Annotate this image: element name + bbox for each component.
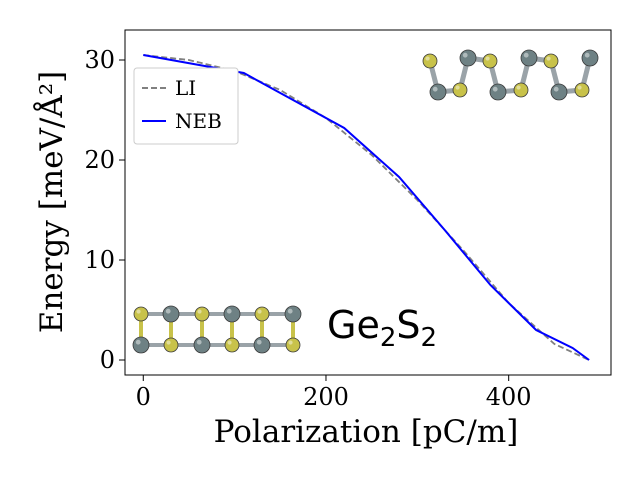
legend-neb-label: NEB	[175, 109, 222, 133]
x-axis-label: Polarization [pC/m]	[214, 414, 519, 450]
s-atom-highlight	[516, 85, 521, 90]
s-atom-highlight	[425, 56, 430, 61]
s-atom-highlight	[257, 309, 262, 314]
s-atom-highlight	[455, 85, 460, 90]
ge-atom-highlight	[256, 339, 262, 345]
ge-atom-highlight	[226, 308, 232, 314]
s-atom-highlight	[136, 309, 141, 314]
s-atom	[194, 306, 210, 322]
s-atom	[574, 82, 590, 98]
y-axis-label: Energy [meV/Å²]	[32, 71, 70, 334]
s-atom	[254, 306, 270, 322]
s-atom	[224, 337, 240, 353]
ge-atom	[581, 49, 599, 67]
y-axis-ticks: 0 10 20 30	[84, 46, 125, 374]
ge-atom-highlight	[165, 308, 171, 314]
ge-atom	[520, 49, 538, 67]
ge-atom	[253, 336, 271, 354]
ge-atom	[223, 305, 241, 323]
s-atom-highlight	[227, 340, 232, 345]
ge-atom-highlight	[584, 52, 590, 58]
ge-atom-highlight	[196, 339, 202, 345]
ge-atom	[429, 83, 447, 101]
series-line-neb	[143, 54, 590, 361]
ge-atom	[489, 83, 507, 101]
ge-atom	[162, 305, 180, 323]
ge-atom-highlight	[135, 339, 141, 345]
y-tick-label: 30	[84, 46, 115, 74]
ge-atom-highlight	[432, 86, 438, 92]
s-atom-highlight	[485, 56, 490, 61]
s-atom	[543, 53, 559, 69]
s-atom	[133, 306, 149, 322]
s-atom-highlight	[166, 340, 171, 345]
ge-atom-highlight	[287, 308, 293, 314]
s-atom	[163, 337, 179, 353]
s-atom	[513, 82, 529, 98]
ge-atom	[132, 336, 150, 354]
ge-atom-highlight	[462, 52, 468, 58]
s-atom	[482, 53, 498, 69]
y-tick-label: 20	[84, 146, 115, 174]
x-tick-label: 400	[486, 383, 532, 411]
y-tick-label: 10	[84, 246, 115, 274]
ge-atom	[193, 336, 211, 354]
ge-atom	[459, 49, 477, 67]
legend: LI NEB	[133, 67, 239, 145]
s-atom-highlight	[288, 340, 293, 345]
ge-atom-highlight	[492, 86, 498, 92]
s-atom	[422, 53, 438, 69]
ge2s2-ladder-inset	[132, 305, 302, 354]
ge-atom-highlight	[553, 86, 559, 92]
x-tick-label: 0	[136, 383, 151, 411]
x-tick-label: 200	[303, 383, 349, 411]
s-atom	[452, 82, 468, 98]
ge-atom	[284, 305, 302, 323]
s-atom-highlight	[577, 85, 582, 90]
s-atom	[285, 337, 301, 353]
ge-atom	[550, 83, 568, 101]
ge-atom-highlight	[523, 52, 529, 58]
series-layer	[143, 54, 590, 361]
y-tick-label: 0	[100, 346, 115, 374]
x-axis-ticks: 0 200 400	[136, 375, 532, 411]
s-atom-highlight	[197, 309, 202, 314]
s-atom-highlight	[546, 56, 551, 61]
ge2s2-chain-inset	[422, 49, 599, 101]
legend-li-label: LI	[175, 76, 196, 100]
formula-annotation: Ge2S2	[327, 303, 437, 353]
